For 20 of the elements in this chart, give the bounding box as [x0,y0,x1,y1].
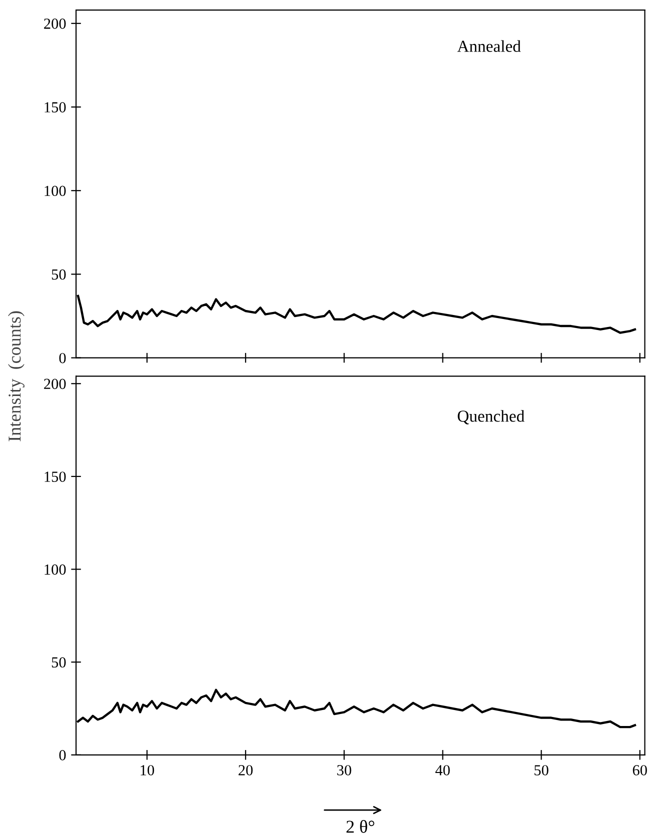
annotation: Annealed [457,40,521,52]
x-tick-label: 20 [238,765,253,776]
y-tick-label: 100 [44,186,66,196]
x-tick-label: 40 [435,765,450,776]
y-tick-label: 200 [44,18,66,29]
x-tick-label: 50 [534,765,548,776]
annotation: Quenched [458,410,524,424]
y-tick-label: 200 [44,378,66,390]
y-tick-label: 0 [59,352,66,364]
y-axis-title: Intensity (counts) [8,311,24,442]
y-tick-label: 100 [44,564,66,575]
x-tick-label: 30 [337,765,352,776]
x-tick-label: 60 [632,765,647,776]
y-tick-label: 0 [59,750,66,760]
x-tick-label: 10 [140,765,154,776]
y-tick-label: 150 [44,472,66,482]
x-axis-title: 2 θ° [346,820,374,833]
y-tick-label: 50 [52,657,66,668]
y-tick-label: 150 [44,102,66,112]
y-tick-label: 50 [52,269,66,280]
